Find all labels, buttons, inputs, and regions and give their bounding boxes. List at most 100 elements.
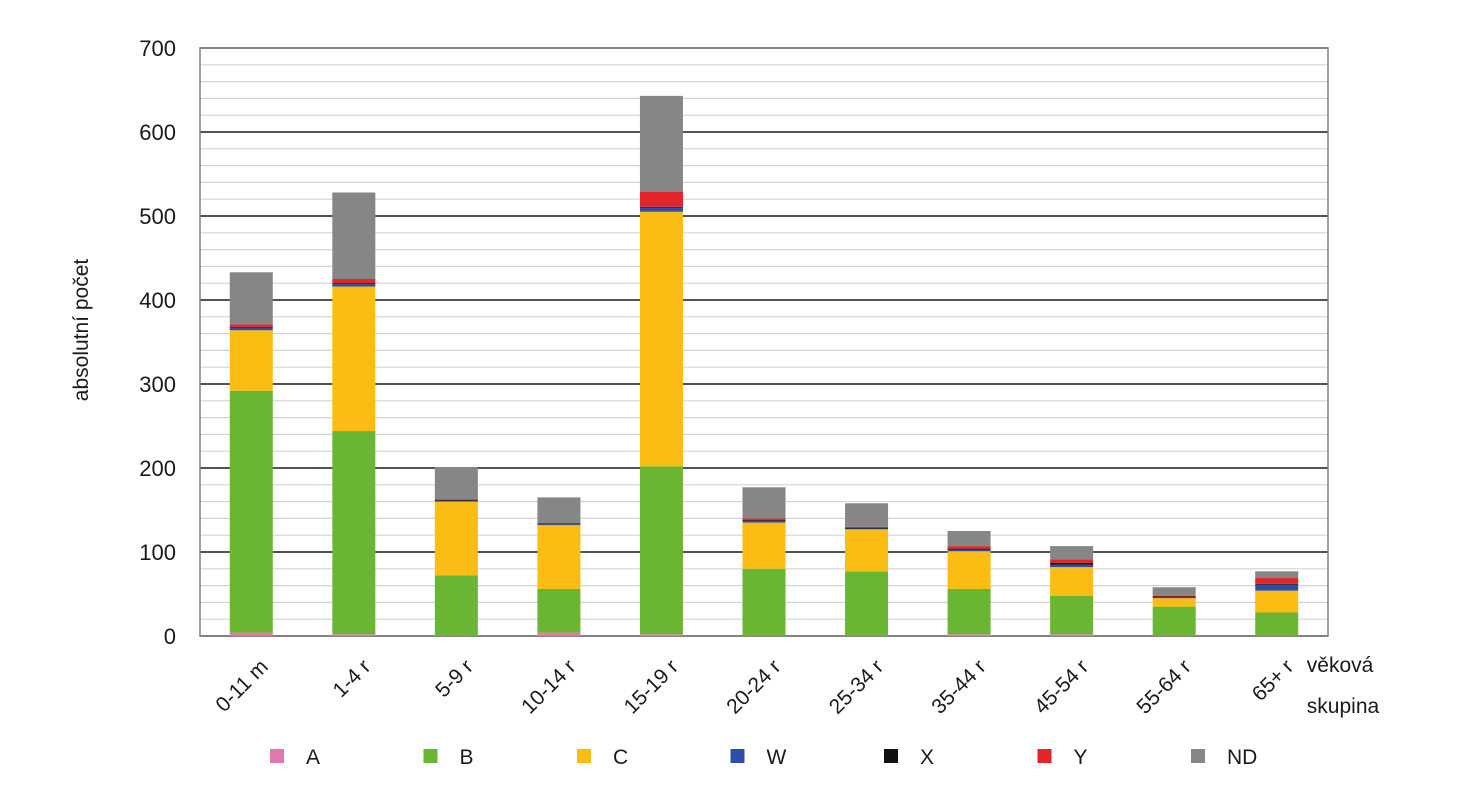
bar-segment-c bbox=[229, 330, 273, 391]
x-axis-title-line-2: skupina bbox=[1307, 695, 1380, 718]
x-tick-label: 25-34 r bbox=[825, 655, 888, 718]
legend-swatch-a bbox=[270, 749, 284, 763]
legend-label-w: W bbox=[767, 746, 787, 769]
x-axis-title: věková skupina bbox=[1307, 654, 1380, 718]
bar-segment-x bbox=[639, 206, 683, 208]
bar-segment-nd bbox=[1050, 546, 1094, 560]
bar-segment-y bbox=[742, 518, 786, 521]
bars bbox=[229, 95, 1299, 636]
bar-segment-w bbox=[332, 284, 376, 287]
bar-segment-y bbox=[639, 191, 683, 207]
legend-swatch-w bbox=[730, 749, 745, 763]
x-tick-label: 65+ r bbox=[1248, 655, 1299, 706]
legend-label-b: B bbox=[460, 746, 474, 769]
bar-segment-a bbox=[947, 634, 991, 636]
bar-stack bbox=[947, 531, 991, 636]
bar-segment-nd bbox=[434, 467, 478, 500]
bar-segment-nd bbox=[639, 95, 683, 192]
bar-segment-nd bbox=[1255, 571, 1299, 579]
legend-swatch-y bbox=[1037, 749, 1052, 763]
bar-segment-w bbox=[742, 520, 786, 523]
legend-label-a: A bbox=[306, 746, 320, 769]
y-tick-label: 200 bbox=[139, 456, 176, 481]
bar-segment-c bbox=[947, 551, 991, 589]
x-axis-tick-labels: 0-11 m 1-4 r 5-9 r 10-14 r 15-19 r 20-24 r 25-… bbox=[211, 655, 1298, 718]
y-tick-label: 700 bbox=[139, 36, 176, 61]
bar-segment-x bbox=[332, 283, 376, 285]
bar-segment-x bbox=[1050, 562, 1094, 565]
bar-segment-c bbox=[639, 211, 683, 467]
bar-segment-nd bbox=[845, 503, 889, 527]
x-axis-title-line-1: věková bbox=[1307, 654, 1374, 677]
bar-stack bbox=[845, 503, 889, 636]
bar-segment-y bbox=[845, 526, 889, 528]
bar-segment-b bbox=[742, 568, 786, 636]
bar-segment-nd bbox=[537, 497, 581, 524]
legend-label-y: Y bbox=[1074, 746, 1088, 769]
bar-stack bbox=[537, 497, 581, 636]
bar-segment-x bbox=[229, 326, 273, 328]
x-tick-label: 0-11 m bbox=[211, 655, 272, 716]
bar-stack bbox=[1255, 571, 1299, 636]
bar-segment-y bbox=[1255, 578, 1299, 584]
bar-segment-nd bbox=[229, 272, 273, 325]
x-tick-label: 35-44 r bbox=[927, 655, 990, 718]
bar-segment-c bbox=[845, 529, 889, 572]
bar-segment-b bbox=[1255, 612, 1299, 636]
bar-stack bbox=[1152, 587, 1196, 636]
x-tick-label: 55-64 r bbox=[1132, 655, 1195, 718]
bar-segment-b bbox=[229, 390, 273, 633]
bar-segment-y bbox=[229, 324, 273, 327]
y-tick-label: 0 bbox=[164, 624, 176, 649]
bar-segment-c bbox=[1050, 567, 1094, 596]
bar-segment-x bbox=[1152, 596, 1196, 598]
bar-segment-b bbox=[434, 575, 478, 636]
bar-segment-w bbox=[229, 327, 273, 331]
bar-segment-c bbox=[1152, 598, 1196, 607]
y-tick-label: 300 bbox=[139, 372, 176, 397]
x-tick-label: 15-19 r bbox=[620, 655, 683, 718]
legend-label-nd: ND bbox=[1227, 746, 1257, 769]
x-tick-label: 1-4 r bbox=[329, 655, 376, 702]
y-tick-label: 500 bbox=[139, 204, 176, 229]
bar-segment-c bbox=[742, 522, 786, 569]
bar-segment-a bbox=[229, 632, 273, 636]
bar-stack bbox=[434, 467, 478, 636]
bar-segment-nd bbox=[332, 192, 376, 279]
bar-segment-b bbox=[332, 431, 376, 635]
bar-segment-nd bbox=[1152, 587, 1196, 596]
legend-swatch-c bbox=[577, 749, 591, 763]
bar-segment-b bbox=[1050, 595, 1094, 635]
bar-segment-x bbox=[537, 523, 581, 525]
bar-stack bbox=[639, 95, 683, 636]
bar-segment-b bbox=[947, 588, 991, 635]
bar-segment-a bbox=[639, 634, 683, 636]
legend-swatch-b bbox=[423, 749, 438, 763]
bar-stack bbox=[332, 192, 376, 636]
bar-segment-w bbox=[1255, 584, 1299, 591]
x-tick-label: 10-14 r bbox=[517, 655, 580, 718]
bar-segment-b bbox=[639, 466, 683, 635]
x-tick-label: 20-24 r bbox=[722, 655, 785, 718]
bar-segment-a bbox=[537, 632, 581, 636]
bar-segment-x bbox=[742, 520, 786, 521]
bar-segment-x bbox=[947, 548, 991, 550]
y-axis-tick-labels: 0 100 200 300 400 500 600 700 bbox=[139, 36, 176, 649]
bar-stack bbox=[1050, 546, 1094, 636]
legend-label-x: X bbox=[920, 746, 934, 769]
bar-segment-w bbox=[639, 207, 683, 212]
bar-segment-x bbox=[1255, 583, 1299, 585]
bar-segment-a bbox=[332, 634, 376, 636]
bar-segment-w bbox=[434, 500, 478, 502]
y-tick-label: 100 bbox=[139, 540, 176, 565]
bar-segment-nd bbox=[742, 487, 786, 519]
y-tick-label: 600 bbox=[139, 120, 176, 145]
bar-segment-y bbox=[1050, 559, 1094, 563]
bar-segment-y bbox=[1152, 595, 1196, 597]
bar-segment-y bbox=[434, 499, 478, 500]
x-tick-label: 45-54 r bbox=[1030, 655, 1093, 718]
y-axis-title: absolutní počet bbox=[70, 259, 93, 402]
minor-gridlines bbox=[200, 64, 1328, 620]
bar-segment-y bbox=[947, 546, 991, 549]
